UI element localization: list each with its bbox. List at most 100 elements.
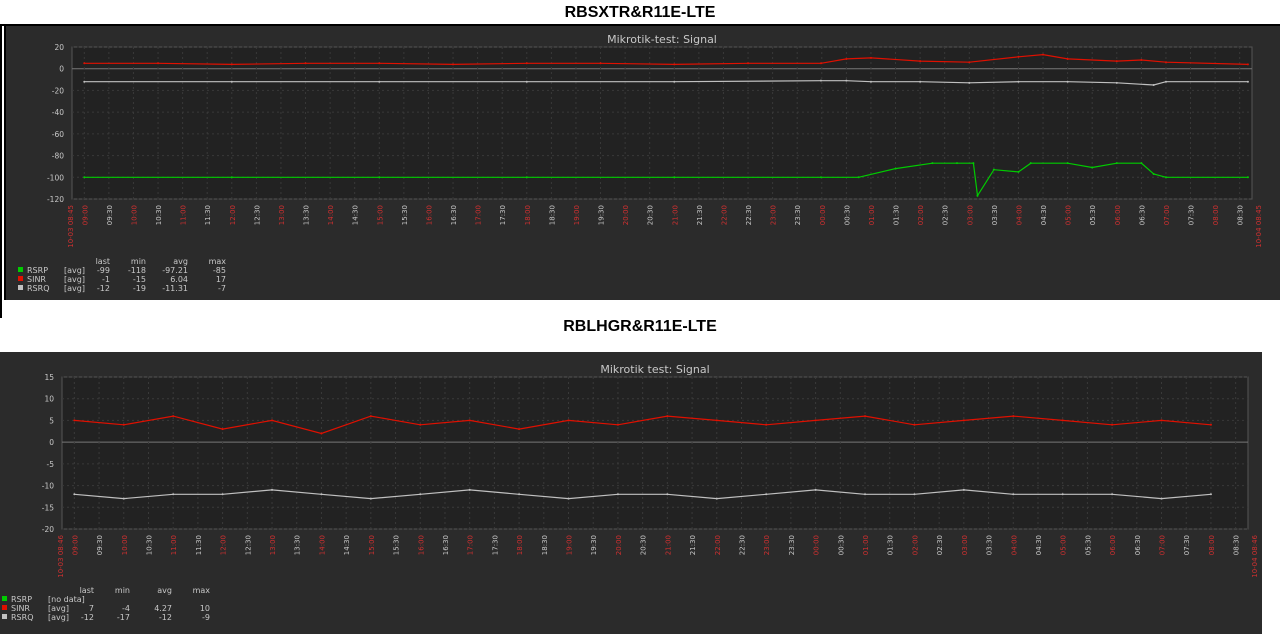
y-tick-label: -120 bbox=[47, 195, 64, 204]
y-tick-label: -60 bbox=[52, 130, 64, 139]
data-point-sinr bbox=[1115, 60, 1118, 63]
data-point-rsrp bbox=[1246, 176, 1249, 179]
data-point-rsrq bbox=[845, 79, 848, 82]
data-point-rsrq bbox=[814, 488, 817, 491]
legend-value-avg: 4.27 bbox=[154, 604, 172, 613]
data-point-sinr bbox=[320, 432, 323, 435]
x-tick-label: 00:00 bbox=[819, 205, 827, 225]
data-point-rsrq bbox=[962, 488, 965, 491]
data-point-rsrp bbox=[1115, 162, 1118, 165]
legend-value-avg: -12 bbox=[159, 613, 172, 622]
x-tick-label: 12:30 bbox=[244, 535, 252, 555]
data-point-rsrq bbox=[419, 493, 422, 496]
legend-header-max: max bbox=[193, 586, 211, 595]
data-point-sinr bbox=[599, 62, 602, 65]
data-point-sinr bbox=[230, 63, 233, 66]
x-tick-label: 04:00 bbox=[1015, 205, 1023, 225]
chart1-top-border bbox=[0, 24, 1280, 26]
data-point-rsrq bbox=[913, 493, 916, 496]
x-tick-label: 09:00 bbox=[81, 205, 89, 225]
data-point-sinr bbox=[468, 419, 471, 422]
x-tick-label: 16:00 bbox=[425, 205, 433, 225]
data-point-rsrq bbox=[1017, 80, 1020, 83]
x-tick-label: 19:00 bbox=[573, 205, 581, 225]
data-point-rsrq bbox=[673, 80, 676, 83]
x-tick-label: 02:00 bbox=[911, 535, 919, 555]
y-tick-label: -100 bbox=[47, 173, 64, 182]
x-tick-label: 21:00 bbox=[671, 205, 679, 225]
data-point-rsrq bbox=[525, 80, 528, 83]
x-tick-label: 18:30 bbox=[548, 205, 556, 225]
data-point-rsrq bbox=[73, 493, 76, 496]
legend-value-last: -12 bbox=[81, 613, 94, 622]
x-tick-label: 23:30 bbox=[788, 535, 796, 555]
data-point-sinr bbox=[913, 423, 916, 426]
data-point-rsrq bbox=[369, 497, 372, 500]
x-tick-label: 03:00 bbox=[966, 205, 974, 225]
y-tick-label: 0 bbox=[49, 438, 54, 447]
data-point-sinr bbox=[814, 419, 817, 422]
data-point-sinr bbox=[1017, 55, 1020, 58]
data-point-sinr bbox=[673, 63, 676, 66]
x-tick-label: 06:00 bbox=[1114, 205, 1122, 225]
data-point-sinr bbox=[1140, 59, 1143, 62]
data-point-rsrp bbox=[1140, 162, 1143, 165]
chart1-svg: Mikrotik-test: Signal200-20-40-60-80-100… bbox=[18, 33, 1263, 293]
data-point-rsrq bbox=[864, 493, 867, 496]
x-tick-label: 00:30 bbox=[837, 535, 845, 555]
legend-header-last: last bbox=[80, 586, 94, 595]
chart1-heading: RBSXTR&R11E-LTE bbox=[564, 4, 716, 21]
x-tick-label: 13:30 bbox=[294, 535, 302, 555]
x-tick-label: 19:30 bbox=[590, 535, 598, 555]
data-point-rsrp bbox=[673, 176, 676, 179]
x-tick-label: 12:00 bbox=[229, 205, 237, 225]
legend-name: SINR bbox=[27, 275, 46, 284]
legend-agg: [avg] bbox=[64, 266, 85, 275]
legend-value-avg: 6.04 bbox=[170, 275, 188, 284]
data-point-rsrp bbox=[931, 162, 934, 165]
legend-swatch-rsrp bbox=[18, 267, 23, 272]
x-tick-label: 12:00 bbox=[220, 535, 228, 555]
data-point-rsrq bbox=[1160, 497, 1163, 500]
legend-value-last: -1 bbox=[102, 275, 110, 284]
x-tick-label: 03:30 bbox=[991, 205, 999, 225]
data-point-sinr bbox=[765, 423, 768, 426]
chart-title: Mikrotik-test: Signal bbox=[607, 33, 717, 46]
legend-value-last: 7 bbox=[89, 604, 94, 613]
x-tick-label: 03:30 bbox=[986, 535, 994, 555]
series-line-sinr bbox=[84, 53, 1248, 66]
legend-name: SINR bbox=[11, 604, 30, 613]
chart2-heading: RBLHGR&R11E-LTE bbox=[563, 318, 717, 335]
x-tick-label: 09:00 bbox=[71, 535, 79, 555]
x-tick-label: 11:30 bbox=[204, 205, 212, 225]
x-tick-label: 17:00 bbox=[475, 205, 483, 225]
data-point-sinr bbox=[419, 423, 422, 426]
data-point-sinr bbox=[968, 61, 971, 64]
legend-name: RSRP bbox=[11, 595, 32, 604]
legend-agg: [avg] bbox=[64, 284, 85, 293]
chart2-panel: Mikrotik test: Signal 15 10 5 0 -5 -10 -15 -20 10… bbox=[0, 352, 1262, 634]
x-tick-label: 07:00 bbox=[1163, 205, 1171, 225]
chart-title: Mikrotik test: Signal bbox=[600, 363, 709, 376]
x-tick-label: 03:00 bbox=[961, 535, 969, 555]
x-tick-label: 05:30 bbox=[1084, 535, 1092, 555]
x-tick-label: 23:00 bbox=[763, 535, 771, 555]
data-point-sinr bbox=[869, 56, 872, 59]
x-tick-label: 08:30 bbox=[1233, 535, 1241, 555]
x-end-label: 10-04 08:45 bbox=[1255, 205, 1263, 248]
x-tick-label: 09:30 bbox=[96, 535, 104, 555]
x-tick-label: 00:30 bbox=[843, 205, 851, 225]
data-point-sinr bbox=[1111, 423, 1114, 426]
data-point-rsrq bbox=[919, 80, 922, 83]
legend-agg: [avg] bbox=[64, 275, 85, 284]
data-point-sinr bbox=[1012, 415, 1015, 418]
legend-header-avg: avg bbox=[173, 257, 188, 266]
x-tick-label: 10:00 bbox=[130, 205, 138, 225]
x-tick-label: 06:00 bbox=[1109, 535, 1117, 555]
legend-value-min: -4 bbox=[122, 604, 130, 613]
x-tick-label: 06:30 bbox=[1138, 205, 1146, 225]
x-start-label: 10-03 08:45 bbox=[67, 205, 75, 248]
data-point-rsrp bbox=[378, 176, 381, 179]
y-tick-label: -20 bbox=[42, 525, 54, 534]
data-point-rsrp bbox=[1091, 166, 1094, 169]
